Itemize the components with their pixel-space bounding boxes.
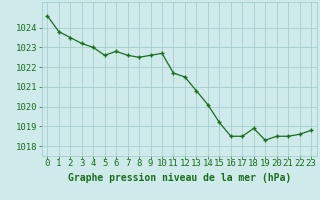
- X-axis label: Graphe pression niveau de la mer (hPa): Graphe pression niveau de la mer (hPa): [68, 173, 291, 183]
